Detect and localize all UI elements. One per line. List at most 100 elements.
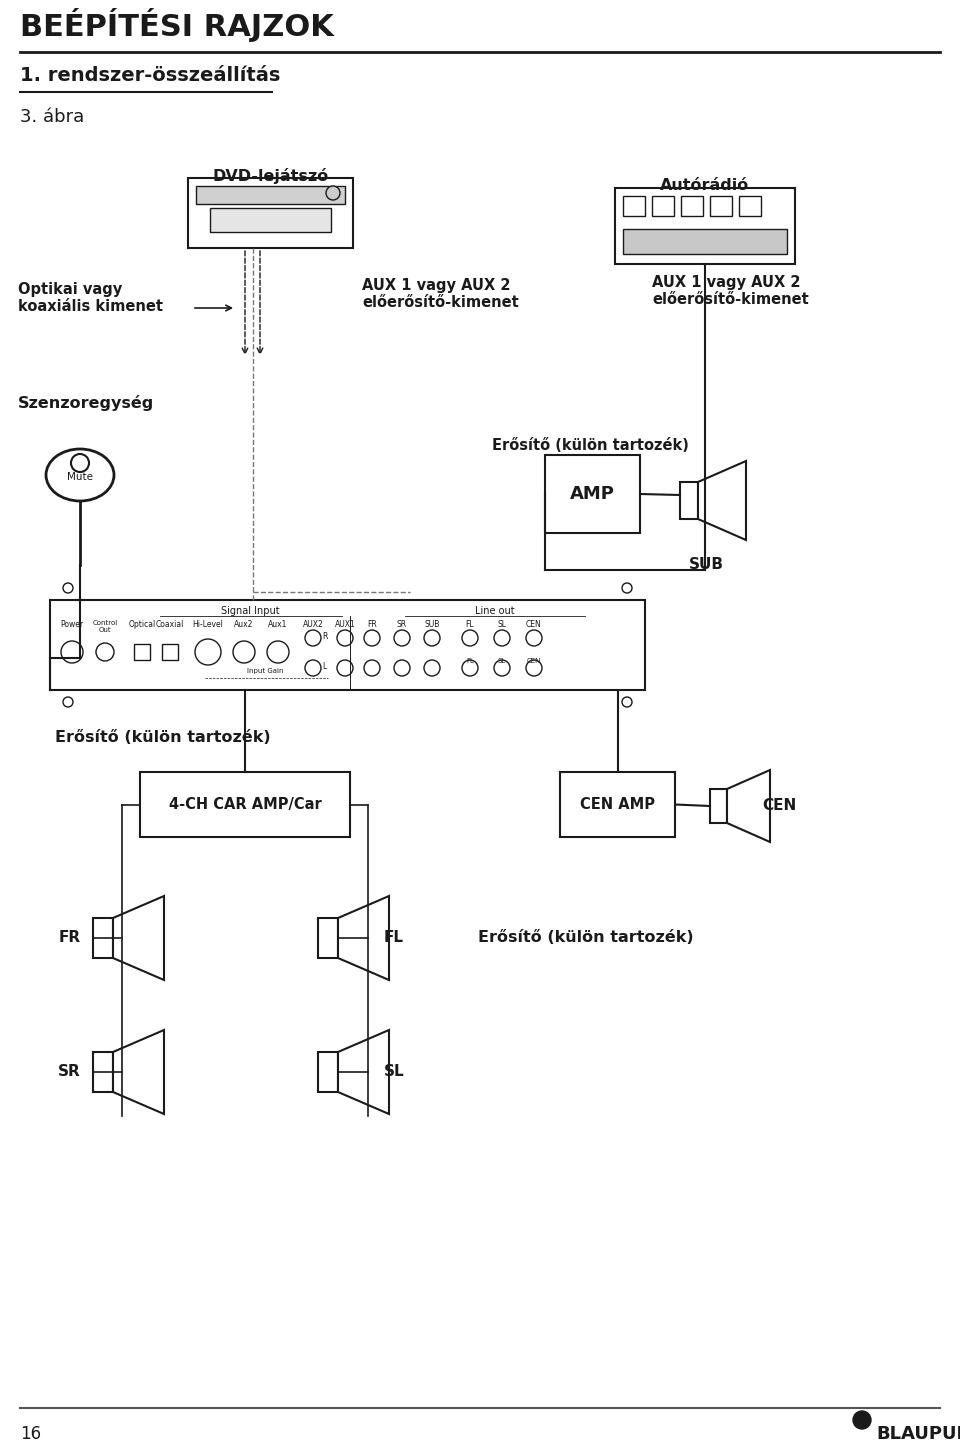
Circle shape [424,630,440,646]
Text: FR: FR [59,930,81,946]
Circle shape [63,583,73,593]
Bar [318,1053,338,1092]
Text: FL: FL [466,620,474,629]
Text: SR: SR [59,1064,81,1080]
Text: AUX 1 vagy AUX 2
előerősítő-kimenet: AUX 1 vagy AUX 2 előerősítő-kimenet [362,278,518,311]
Circle shape [71,454,89,471]
Circle shape [394,659,410,675]
Text: Autórádió: Autórádió [660,178,750,192]
Text: CEN AMP: CEN AMP [580,797,655,813]
Circle shape [394,630,410,646]
Bar [134,643,150,659]
Circle shape [462,630,478,646]
Text: L: L [322,662,326,671]
Circle shape [494,630,510,646]
Text: AUX 1 vagy AUX 2
előerősítő-kimenet: AUX 1 vagy AUX 2 előerősítő-kimenet [652,275,808,308]
Text: AUX1: AUX1 [335,620,355,629]
Text: SL: SL [497,620,507,629]
Ellipse shape [46,450,114,500]
Bar [710,197,732,215]
Bar [710,790,727,823]
Text: AUX2: AUX2 [302,620,324,629]
Text: CEN: CEN [527,658,541,664]
Circle shape [462,659,478,675]
Text: Hi-Level: Hi-Level [193,620,224,629]
Polygon shape [338,897,389,980]
Text: Erősítő (külön tartozék): Erősítő (külön tartozék) [492,438,688,453]
Text: 16: 16 [20,1424,41,1443]
Bar [140,772,350,837]
Text: Aux1: Aux1 [268,620,288,629]
Circle shape [96,643,114,661]
Text: Erősítő (külön tartozék): Erősítő (külön tartozék) [55,730,271,745]
Circle shape [526,659,542,675]
Bar [615,188,795,265]
Circle shape [267,641,289,664]
Bar [680,482,698,519]
Text: CEN: CEN [526,620,541,629]
Text: Input Gain: Input Gain [247,668,283,674]
Polygon shape [113,1030,164,1113]
Text: R: R [322,632,327,641]
Bar [50,600,645,690]
Circle shape [337,630,353,646]
Bar [652,197,674,215]
Circle shape [424,659,440,675]
Text: SR: SR [396,620,407,629]
Text: AMP: AMP [570,484,615,503]
Text: FR: FR [367,620,377,629]
Text: Optical: Optical [129,620,156,629]
Bar [93,1053,113,1092]
Circle shape [364,659,380,675]
Bar [196,187,345,204]
Circle shape [337,659,353,675]
Polygon shape [338,1030,389,1113]
Text: SL: SL [384,1064,404,1080]
Text: Szenzoregység: Szenzoregység [18,395,155,411]
Circle shape [622,697,632,707]
Text: FL: FL [384,930,404,946]
Text: Mute: Mute [67,471,93,482]
Circle shape [526,630,542,646]
Bar [188,178,353,249]
Text: CEN: CEN [762,798,796,814]
Bar [93,918,113,959]
Bar [623,197,645,215]
Circle shape [61,641,83,664]
Text: 1. rendszer-összeállítás: 1. rendszer-összeállítás [20,67,280,85]
Circle shape [494,659,510,675]
Bar [545,455,640,534]
Circle shape [622,583,632,593]
Text: 4-CH CAR AMP/Car: 4-CH CAR AMP/Car [169,797,322,813]
Circle shape [853,1411,871,1429]
Text: DVD-lejátszó: DVD-lejátszó [212,168,328,184]
Bar [560,772,675,837]
Text: SL: SL [498,658,506,664]
Text: SUB: SUB [424,620,440,629]
Text: SUB: SUB [688,557,724,573]
Text: Erősítő (külön tartozék): Erősítő (külön tartozék) [478,930,694,946]
Bar [623,228,787,254]
Text: Signal Input: Signal Input [221,606,279,616]
Text: 3. ábra: 3. ábra [20,108,84,126]
Circle shape [195,639,221,665]
Bar [681,197,703,215]
Circle shape [305,630,321,646]
Text: Control
Out: Control Out [92,620,118,633]
Text: BEÉPÍTÉSI RAJZOK: BEÉPÍTÉSI RAJZOK [20,9,334,42]
Circle shape [305,659,321,675]
Text: Aux2: Aux2 [234,620,253,629]
Circle shape [326,187,340,200]
Polygon shape [727,771,770,842]
Bar [162,643,178,659]
Bar [318,918,338,959]
Text: BLAUPUNKT: BLAUPUNKT [876,1424,960,1443]
Text: Optikai vagy
koaxiális kimenet: Optikai vagy koaxiális kimenet [18,282,163,314]
Polygon shape [113,897,164,980]
Text: Power: Power [60,620,84,629]
Bar [210,208,331,231]
Bar [739,197,761,215]
Text: FL: FL [466,658,474,664]
Circle shape [233,641,255,664]
Text: Coaxial: Coaxial [156,620,184,629]
